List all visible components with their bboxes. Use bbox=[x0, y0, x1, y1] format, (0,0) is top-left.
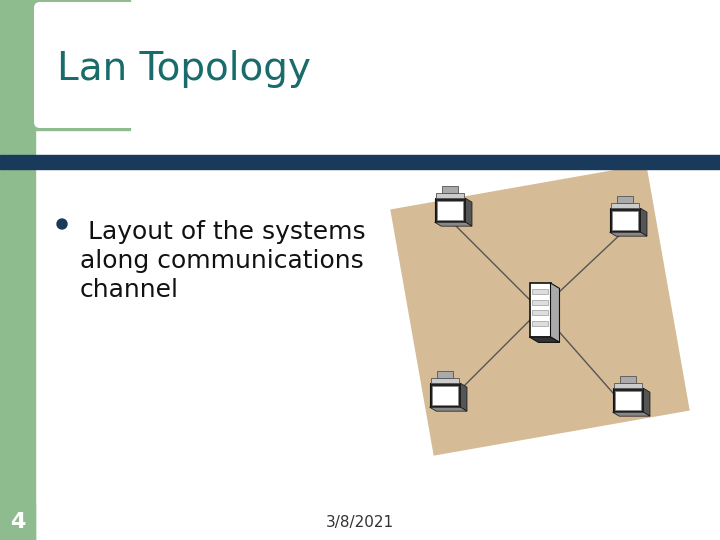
Bar bbox=[431, 379, 459, 383]
Polygon shape bbox=[551, 283, 559, 342]
Text: channel: channel bbox=[80, 278, 179, 302]
Text: 3/8/2021: 3/8/2021 bbox=[326, 515, 394, 530]
Bar bbox=[613, 388, 644, 413]
Bar bbox=[436, 193, 464, 198]
Bar bbox=[615, 391, 641, 410]
Bar bbox=[532, 321, 548, 326]
Polygon shape bbox=[529, 337, 559, 342]
Polygon shape bbox=[613, 412, 650, 416]
Bar bbox=[612, 211, 638, 230]
Polygon shape bbox=[430, 407, 467, 411]
Bar bbox=[619, 376, 636, 383]
Bar bbox=[614, 383, 642, 388]
Bar bbox=[610, 208, 640, 232]
Bar bbox=[432, 386, 458, 405]
Bar bbox=[616, 195, 634, 204]
Bar bbox=[529, 283, 551, 337]
Bar bbox=[430, 383, 460, 407]
Polygon shape bbox=[644, 388, 650, 416]
Bar bbox=[435, 198, 465, 222]
Bar bbox=[437, 201, 463, 220]
Bar bbox=[0, 504, 35, 540]
Text: 4: 4 bbox=[10, 512, 25, 532]
Bar bbox=[441, 186, 459, 193]
Bar bbox=[0, 155, 720, 169]
Polygon shape bbox=[640, 208, 647, 236]
Polygon shape bbox=[435, 222, 472, 226]
Bar bbox=[0, 0, 130, 130]
Circle shape bbox=[57, 219, 67, 229]
FancyBboxPatch shape bbox=[34, 2, 716, 128]
Bar bbox=[532, 300, 548, 305]
Polygon shape bbox=[610, 232, 647, 236]
Text: Lan Topology: Lan Topology bbox=[57, 50, 311, 88]
Polygon shape bbox=[460, 383, 467, 411]
Text: Layout of the systems: Layout of the systems bbox=[80, 220, 366, 244]
Bar bbox=[532, 289, 548, 294]
Polygon shape bbox=[465, 198, 472, 226]
Bar bbox=[532, 310, 548, 315]
Text: along communications: along communications bbox=[80, 249, 364, 273]
Bar bbox=[0, 0, 35, 540]
Bar bbox=[436, 370, 454, 379]
Bar bbox=[611, 204, 639, 208]
Polygon shape bbox=[390, 164, 690, 456]
